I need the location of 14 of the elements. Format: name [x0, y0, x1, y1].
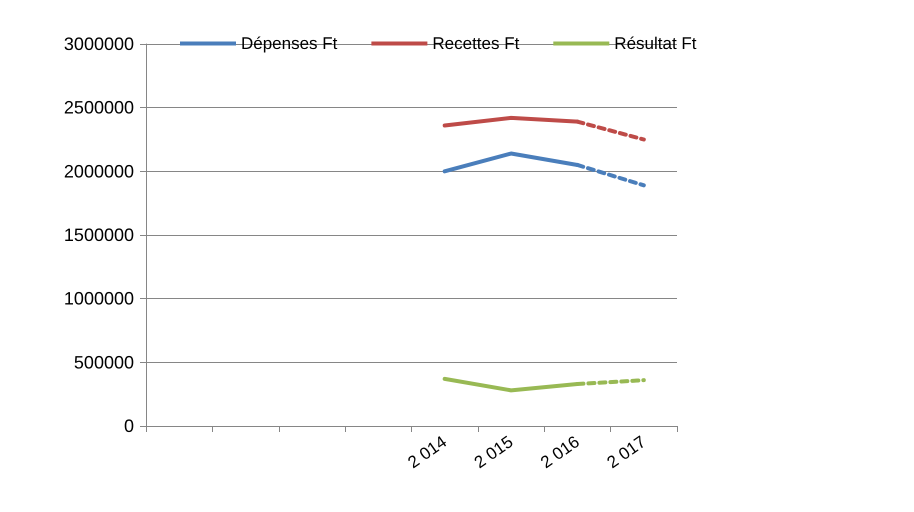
- y-tick-label: 500000: [74, 352, 134, 372]
- y-tick-label: 2500000: [64, 98, 134, 118]
- legend-label: Recettes Ft: [432, 34, 520, 53]
- y-tick-label: 1500000: [64, 225, 134, 245]
- x-tick-label: 2 014: [404, 432, 450, 472]
- y-tick-label: 1000000: [64, 288, 134, 309]
- x-tick-label: 2 015: [470, 432, 517, 472]
- y-tick-label: 2000000: [64, 161, 134, 182]
- y-tick-label: 0: [124, 416, 134, 436]
- x-tick-label: 2 016: [537, 432, 583, 472]
- x-tick-label: 2 017: [604, 432, 650, 472]
- legend-label: Résultat Ft: [614, 34, 697, 53]
- legend-label: Dépenses Ft: [241, 34, 338, 53]
- y-tick-label: 3000000: [64, 34, 134, 54]
